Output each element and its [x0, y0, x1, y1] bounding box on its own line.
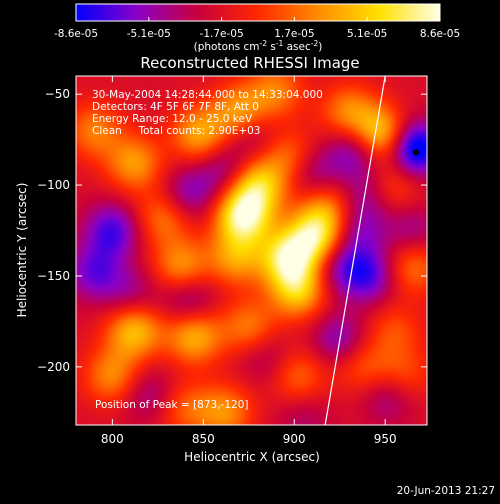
- x-tick-label: 800: [101, 432, 124, 446]
- colorbar-tick-label: -8.6e-05: [54, 28, 98, 40]
- axis-ticks: 800 850 900 950 −50 −100 −150 −200: [37, 76, 427, 446]
- peak-position-label: Position of Peak = [873,-120]: [95, 399, 249, 411]
- colorbar-tick-label: -1.7e-05: [200, 28, 244, 40]
- x-tick-label: 950: [374, 432, 397, 446]
- x-tick-label: 900: [283, 432, 306, 446]
- y-tick-label: −50: [45, 87, 70, 101]
- annotation-time-range: 30-May-2004 14:28:44.000 to 14:33:04.000: [92, 89, 323, 101]
- x-tick-label: 850: [192, 432, 215, 446]
- info-annotations: 30-May-2004 14:28:44.000 to 14:33:04.000…: [92, 89, 323, 137]
- colorbar: [75, 3, 441, 22]
- colorbar-unit-label: (photons cm-2 s-1 asec-2): [194, 39, 323, 53]
- solar-limb-line: [324, 76, 386, 425]
- plot-frame: [75, 75, 428, 426]
- colorbar-tick-label: -5.1e-05: [127, 28, 171, 40]
- x-axis-label: Heliocentric X (arcsec): [184, 450, 320, 464]
- generation-timestamp: 20-Jun-2013 21:27: [397, 485, 495, 497]
- heatmap-image: [76, 76, 427, 425]
- y-axis-label: Heliocentric Y (arcsec): [15, 183, 29, 318]
- annotation-detectors: Detectors: 4F 5F 6F 7F 8F, Att 0: [92, 101, 259, 113]
- y-tick-label: −150: [37, 269, 70, 283]
- colorbar-tick-label: 5.1e-05: [347, 28, 387, 40]
- y-tick-label: −100: [37, 178, 70, 192]
- colorbar-tick-label: 1.7e-05: [274, 28, 314, 40]
- colorbar-ticks: -8.6e-05 -5.1e-05 -1.7e-05 1.7e-05 5.1e-05 8.…: [54, 17, 460, 40]
- peak-marker: [413, 149, 420, 156]
- chart-title: Reconstructed RHESSI Image: [140, 54, 359, 72]
- y-tick-label: −200: [37, 360, 70, 374]
- colorbar-tick-label: 8.6e-05: [420, 28, 460, 40]
- annotation-energy-range: Energy Range: 12.0 - 25.0 keV: [92, 113, 253, 125]
- annotation-clean-counts: Clean Total counts: 2.90E+03: [92, 125, 261, 137]
